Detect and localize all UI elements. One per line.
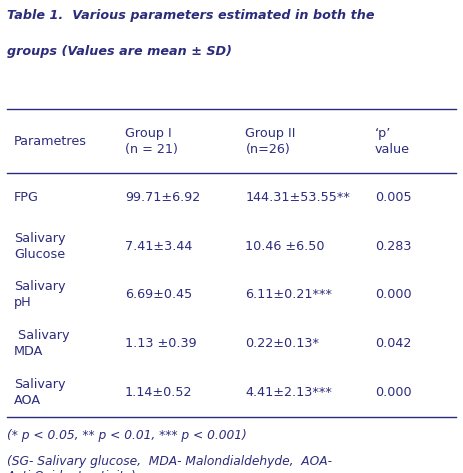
Text: 0.005: 0.005 (375, 191, 412, 203)
Text: 0.22±0.13*: 0.22±0.13* (245, 337, 319, 350)
Text: 10.46 ±6.50: 10.46 ±6.50 (245, 239, 325, 253)
Text: Table 1.  Various parameters estimated in both the: Table 1. Various parameters estimated in… (7, 9, 375, 22)
Text: 4.41±2.13***: 4.41±2.13*** (245, 386, 332, 399)
Text: Salivary
Glucose: Salivary Glucose (14, 231, 65, 261)
Text: Parametres: Parametres (14, 135, 87, 149)
Text: (* p < 0.05, ** p < 0.01, *** p < 0.001): (* p < 0.05, ** p < 0.01, *** p < 0.001) (7, 429, 247, 442)
Text: 6.69±0.45: 6.69±0.45 (125, 289, 192, 301)
Text: ‘p’
value: ‘p’ value (375, 127, 410, 157)
Text: Salivary
MDA: Salivary MDA (14, 329, 69, 359)
Text: 0.042: 0.042 (375, 337, 412, 350)
Text: 6.11±0.21***: 6.11±0.21*** (245, 289, 332, 301)
Text: 7.41±3.44: 7.41±3.44 (125, 239, 193, 253)
Text: (SG- Salivary glucose,  MDA- Malondialdehyde,  AOA-
Anti Oxidant activity): (SG- Salivary glucose, MDA- Malondialdeh… (7, 455, 332, 473)
Text: 1.14±0.52: 1.14±0.52 (125, 386, 193, 399)
Text: 1.13 ±0.39: 1.13 ±0.39 (125, 337, 197, 350)
Text: 0.000: 0.000 (375, 289, 412, 301)
Text: FPG: FPG (14, 191, 39, 203)
Text: 0.000: 0.000 (375, 386, 412, 399)
Text: groups (Values are mean ± SD): groups (Values are mean ± SD) (7, 45, 232, 58)
Text: Salivary
AOA: Salivary AOA (14, 378, 65, 407)
Text: 99.71±6.92: 99.71±6.92 (125, 191, 200, 203)
Text: Group I
(n = 21): Group I (n = 21) (125, 127, 178, 157)
Text: Salivary
pH: Salivary pH (14, 280, 65, 309)
Text: Group II
(n=26): Group II (n=26) (245, 127, 296, 157)
Text: 144.31±53.55**: 144.31±53.55** (245, 191, 350, 203)
Text: 0.283: 0.283 (375, 239, 412, 253)
